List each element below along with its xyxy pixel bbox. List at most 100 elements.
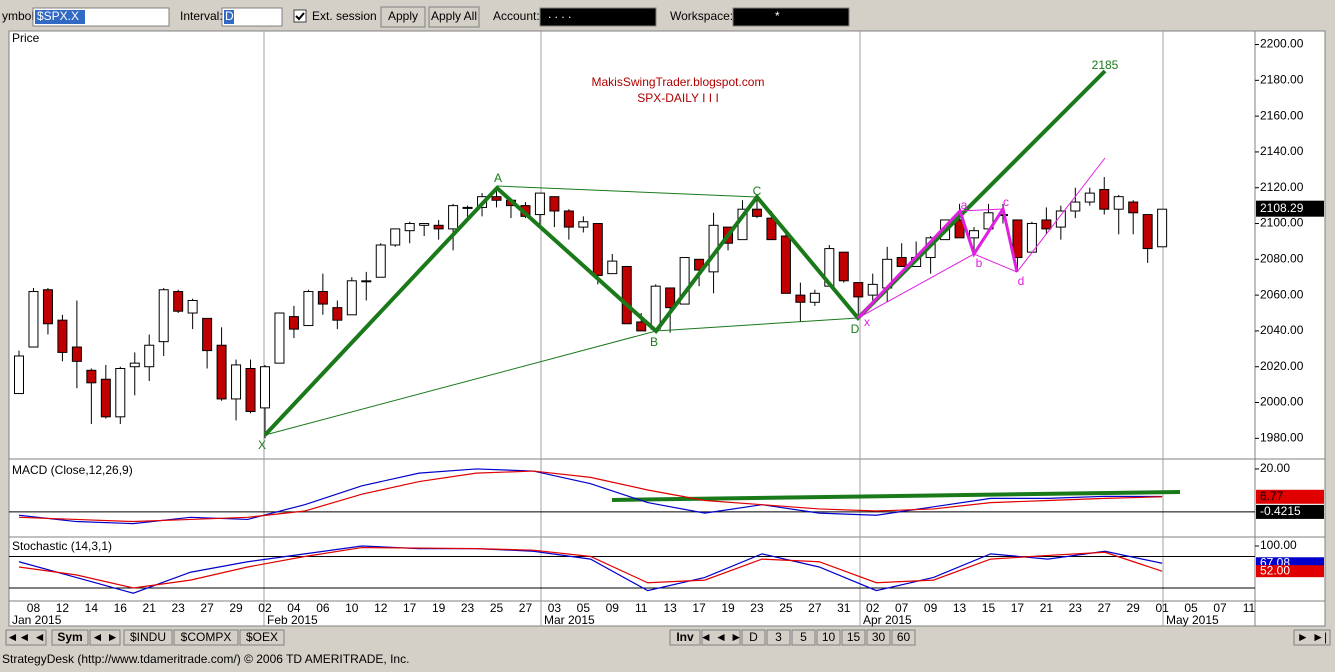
nav[interactable] (5, 629, 47, 646)
price-title: Price (12, 31, 40, 45)
tab-label[interactable]: $COMPX (181, 630, 232, 644)
nav-icon: ◄◄ ◄ (7, 630, 46, 644)
x-tick-label: 23 (461, 601, 475, 615)
candle-body (1055, 210, 1066, 228)
x-tick-label: 05 (577, 601, 591, 615)
sym-tab[interactable] (51, 629, 89, 646)
x-tick-label: 19 (721, 601, 735, 615)
pattern-label: D (851, 322, 860, 336)
interval-tab[interactable] (816, 629, 841, 646)
tab[interactable] (173, 629, 239, 646)
interval-tab[interactable] (766, 629, 791, 646)
pattern-labels: X A B C D 2185 x a b c d (258, 58, 1119, 452)
interval-tab[interactable] (841, 629, 866, 646)
x-tick-label: 19 (432, 601, 446, 615)
candle-body (578, 221, 589, 228)
candle-body (1157, 208, 1168, 248)
pattern-label: d (1018, 274, 1025, 288)
pattern-label: c (1003, 195, 1009, 209)
x-tick-label: 17 (692, 601, 706, 615)
pattern-label: b (976, 256, 983, 270)
interval-value: D (225, 9, 234, 23)
interval-tab[interactable] (891, 629, 916, 646)
inv[interactable]: Inv (676, 630, 694, 644)
candle-body (969, 230, 980, 239)
account-field[interactable] (539, 7, 657, 27)
checkbox[interactable] (293, 9, 307, 23)
sym[interactable]: Sym (57, 630, 82, 644)
nav-icon: ► ►| (1297, 630, 1327, 644)
candle-body (1113, 196, 1124, 210)
interval-label[interactable]: 15 (847, 630, 861, 644)
candle-body (245, 368, 256, 412)
apply-all[interactable]: Apply All (431, 9, 477, 23)
interval-label[interactable]: 10 (822, 630, 836, 644)
candle-body (404, 223, 415, 232)
ext-session: Ext. session (312, 9, 377, 23)
apply-all-button[interactable] (428, 6, 480, 28)
candle-body (1041, 219, 1052, 230)
interval-label[interactable]: D (749, 630, 758, 644)
candle-body (202, 317, 213, 352)
pattern-label: x (864, 315, 870, 329)
hist-value-box (1256, 504, 1324, 519)
month-label: Feb 2015 (267, 613, 318, 627)
candle-body (1128, 201, 1139, 214)
candle-body (838, 251, 849, 282)
interval-label: Interval: (180, 9, 223, 23)
interval-label[interactable]: 5 (800, 630, 807, 644)
x-tick-label: 03 (548, 601, 562, 615)
x-tick-label: 07 (895, 601, 909, 615)
account-value: . . . . (548, 7, 571, 21)
nav-icon: ◄ ◄ ► (700, 630, 742, 644)
tab-label[interactable]: $INDU (130, 630, 166, 644)
macd-value: 6.77 (1260, 489, 1284, 503)
candle-body (867, 283, 878, 296)
candle-body (592, 223, 603, 276)
stoch-title: Stochastic (14,3,1) (12, 539, 112, 553)
interval-tab[interactable] (791, 629, 816, 646)
inv-tab[interactable] (669, 629, 701, 646)
pattern (263, 69, 1181, 502)
candle-body (332, 307, 343, 321)
x-tick-label: 17 (1011, 601, 1025, 615)
nav[interactable] (89, 629, 121, 646)
candle-body (433, 224, 444, 230)
apply[interactable]: Apply (388, 9, 418, 23)
pattern-label: A (494, 171, 502, 185)
candle-body (1099, 189, 1110, 210)
candle-body (303, 291, 314, 327)
tab[interactable] (123, 629, 173, 646)
tab[interactable] (239, 629, 285, 646)
candle-body (1142, 214, 1153, 250)
hist-value: -0.4215 (1260, 504, 1301, 518)
nav[interactable] (1293, 629, 1331, 646)
status: StrategyDesk (http://www.tdameritrade.co… (2, 652, 409, 666)
interval-tab[interactable] (866, 629, 891, 646)
candle-body (71, 346, 82, 362)
nav[interactable] (701, 629, 741, 646)
pattern-label: C (753, 184, 762, 198)
apply-button[interactable] (380, 6, 426, 28)
candle-body (549, 196, 560, 212)
interval-tab[interactable] (741, 629, 766, 646)
x-tick-label: 27 (1098, 601, 1112, 615)
y-tick-label: 1980.00 (1260, 430, 1304, 444)
interval-label[interactable]: 3 (775, 630, 782, 644)
candle-body (259, 366, 270, 409)
nav-buttons: ◄◄ ◄ Sym ◄ ► $INDU $COMPX $OEX Inv ◄ ◄ ►… (5, 629, 1331, 646)
workspace-label: Workspace: (670, 9, 733, 23)
pattern-label: X (258, 438, 266, 452)
candle-body (607, 260, 618, 275)
x-tick-label: 23 (1069, 601, 1083, 615)
interval-label[interactable]: 60 (897, 630, 911, 644)
workspace-field[interactable] (732, 7, 850, 27)
candle-body (42, 289, 53, 325)
tab-label[interactable]: $OEX (246, 630, 278, 644)
x-tick-label: 31 (837, 601, 851, 615)
last-price-box (1256, 200, 1324, 217)
x-tick-label: 25 (490, 601, 504, 615)
interval-field[interactable] (221, 7, 283, 27)
candle-body (1070, 201, 1081, 212)
interval-label[interactable]: 30 (872, 630, 886, 644)
